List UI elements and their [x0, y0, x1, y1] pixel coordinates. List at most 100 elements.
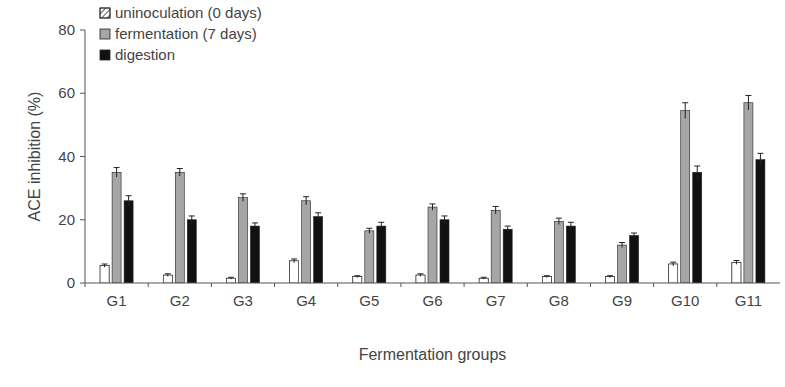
bar-hatch	[732, 262, 741, 283]
legend-swatch-hatch	[100, 8, 110, 18]
bar	[428, 207, 437, 283]
error-stem	[179, 169, 180, 177]
y-axis-label: ACE inhibition (%)	[26, 92, 43, 222]
chart: 020406080G1G2G3G4G5G6G7G8G9G10G11Ferment…	[0, 0, 785, 387]
error-bar	[505, 226, 511, 232]
error-bar	[366, 228, 372, 233]
x-tick	[653, 283, 654, 287]
error-cap	[682, 102, 688, 103]
y-tick	[80, 283, 85, 284]
bar	[365, 231, 374, 283]
x-tick	[274, 283, 275, 287]
bar-hatch	[606, 277, 615, 283]
bars	[100, 95, 765, 283]
error-cap	[126, 195, 132, 196]
error-stem	[294, 259, 295, 263]
error-stem	[432, 204, 433, 210]
error-bar	[670, 262, 676, 266]
x-tick	[148, 283, 149, 287]
bar	[606, 277, 615, 283]
error-bar	[733, 261, 739, 265]
error-cap	[481, 277, 487, 278]
error-bar	[240, 194, 246, 202]
legend-swatch	[100, 29, 110, 39]
error-bar	[165, 274, 171, 277]
error-cap	[568, 222, 574, 223]
error-bar	[568, 222, 574, 230]
error-cap	[354, 275, 360, 276]
error-bar	[757, 153, 763, 166]
legend-label: uninoculation (0 days)	[115, 4, 262, 21]
error-stem	[369, 228, 370, 233]
error-bar	[745, 95, 751, 110]
x-tick	[211, 283, 212, 287]
error-bar	[481, 277, 487, 279]
x-tick-label: G10	[671, 292, 699, 309]
error-cap	[670, 262, 676, 263]
error-bar	[430, 204, 436, 210]
bar	[554, 221, 563, 283]
y-tick	[80, 156, 85, 157]
error-cap	[189, 215, 195, 216]
error-bar	[228, 277, 234, 279]
error-bar	[177, 169, 183, 177]
error-bar	[291, 259, 297, 263]
bar	[250, 226, 259, 283]
error-cap	[733, 260, 739, 261]
error-stem	[128, 196, 129, 206]
bar	[175, 172, 184, 283]
bar	[618, 245, 627, 283]
y-tick-label: 40	[58, 148, 75, 165]
x-tick-label: G6	[422, 292, 442, 309]
error-bar	[252, 223, 258, 229]
x-tick	[527, 283, 528, 287]
bar	[566, 226, 575, 283]
error-bar	[303, 197, 309, 205]
error-stem	[242, 194, 243, 202]
legend-label: fermentation (7 days)	[115, 25, 257, 42]
bar	[491, 210, 500, 283]
x-tick-label: G9	[612, 292, 632, 309]
error-bar	[619, 243, 625, 248]
y-tick	[80, 30, 85, 31]
x-tick-label: G2	[170, 292, 190, 309]
error-stem	[558, 218, 559, 224]
legend: uninoculation (0 days) fermentation (7 da…	[100, 4, 262, 63]
bar-hatch	[669, 264, 678, 283]
x-tick-label: G5	[359, 292, 379, 309]
error-cap	[102, 264, 108, 265]
error-cap	[315, 212, 321, 213]
bar	[226, 278, 235, 283]
x-tick-label: G1	[107, 292, 127, 309]
bar	[693, 172, 702, 283]
x-tick	[400, 283, 401, 287]
error-stem	[507, 226, 508, 232]
error-bar	[556, 218, 562, 224]
bar	[479, 278, 488, 283]
bar	[302, 201, 311, 283]
x-axis-label: Fermentation groups	[359, 346, 507, 363]
bar	[744, 103, 753, 283]
bar	[503, 229, 512, 283]
error-bar	[694, 166, 700, 179]
error-bar	[631, 233, 637, 238]
error-stem	[444, 216, 445, 224]
error-stem	[381, 222, 382, 230]
error-cap	[240, 193, 246, 194]
y-tick-label: 80	[58, 21, 75, 38]
x-tick	[590, 283, 591, 287]
x-axis	[85, 283, 780, 284]
bar	[756, 160, 765, 283]
error-cap	[544, 275, 550, 276]
bar	[681, 111, 690, 283]
error-bar	[418, 274, 424, 277]
x-tick	[464, 283, 465, 287]
error-bar	[126, 196, 132, 206]
error-cap	[303, 196, 309, 197]
bar	[440, 220, 449, 283]
error-cap	[694, 165, 700, 166]
error-cap	[252, 222, 258, 223]
error-stem	[748, 95, 749, 110]
error-bar	[442, 216, 448, 224]
error-bar	[315, 213, 321, 221]
